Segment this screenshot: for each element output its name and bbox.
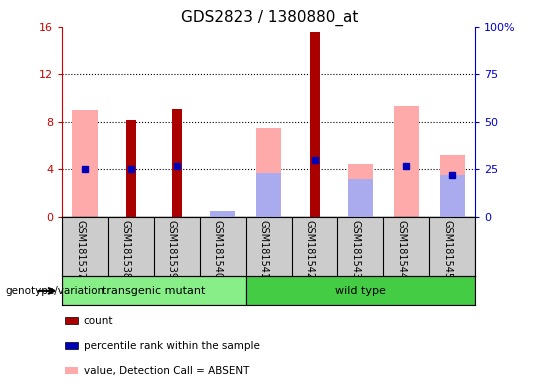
Bar <box>309 31 320 217</box>
Bar <box>256 173 281 217</box>
Text: GSM181537: GSM181537 <box>75 220 85 279</box>
Bar <box>440 155 465 217</box>
Bar <box>62 276 246 305</box>
Text: GSM181545: GSM181545 <box>442 220 452 279</box>
Bar <box>348 179 373 217</box>
Text: GSM181543: GSM181543 <box>350 220 361 279</box>
Text: percentile rank within the sample: percentile rank within the sample <box>84 341 260 351</box>
Bar <box>246 276 475 305</box>
Text: GDS2823 / 1380880_at: GDS2823 / 1380880_at <box>181 10 359 26</box>
Bar <box>348 164 373 217</box>
Text: count: count <box>84 316 113 326</box>
Text: GSM181540: GSM181540 <box>213 220 223 279</box>
Text: wild type: wild type <box>335 286 386 296</box>
Text: GSM181539: GSM181539 <box>167 220 177 279</box>
Bar <box>126 119 136 217</box>
Text: value, Detection Call = ABSENT: value, Detection Call = ABSENT <box>84 366 249 376</box>
Bar <box>256 128 281 217</box>
Text: GSM181538: GSM181538 <box>121 220 131 279</box>
Bar <box>440 175 465 217</box>
Text: transgenic mutant: transgenic mutant <box>102 286 206 296</box>
Text: GSM181542: GSM181542 <box>305 220 314 279</box>
Text: GSM181544: GSM181544 <box>396 220 406 279</box>
Bar <box>72 110 98 217</box>
Text: genotype/variation: genotype/variation <box>5 286 105 296</box>
Text: GSM181541: GSM181541 <box>259 220 269 279</box>
Bar <box>210 211 235 217</box>
Bar <box>172 109 182 217</box>
Bar <box>394 106 419 217</box>
